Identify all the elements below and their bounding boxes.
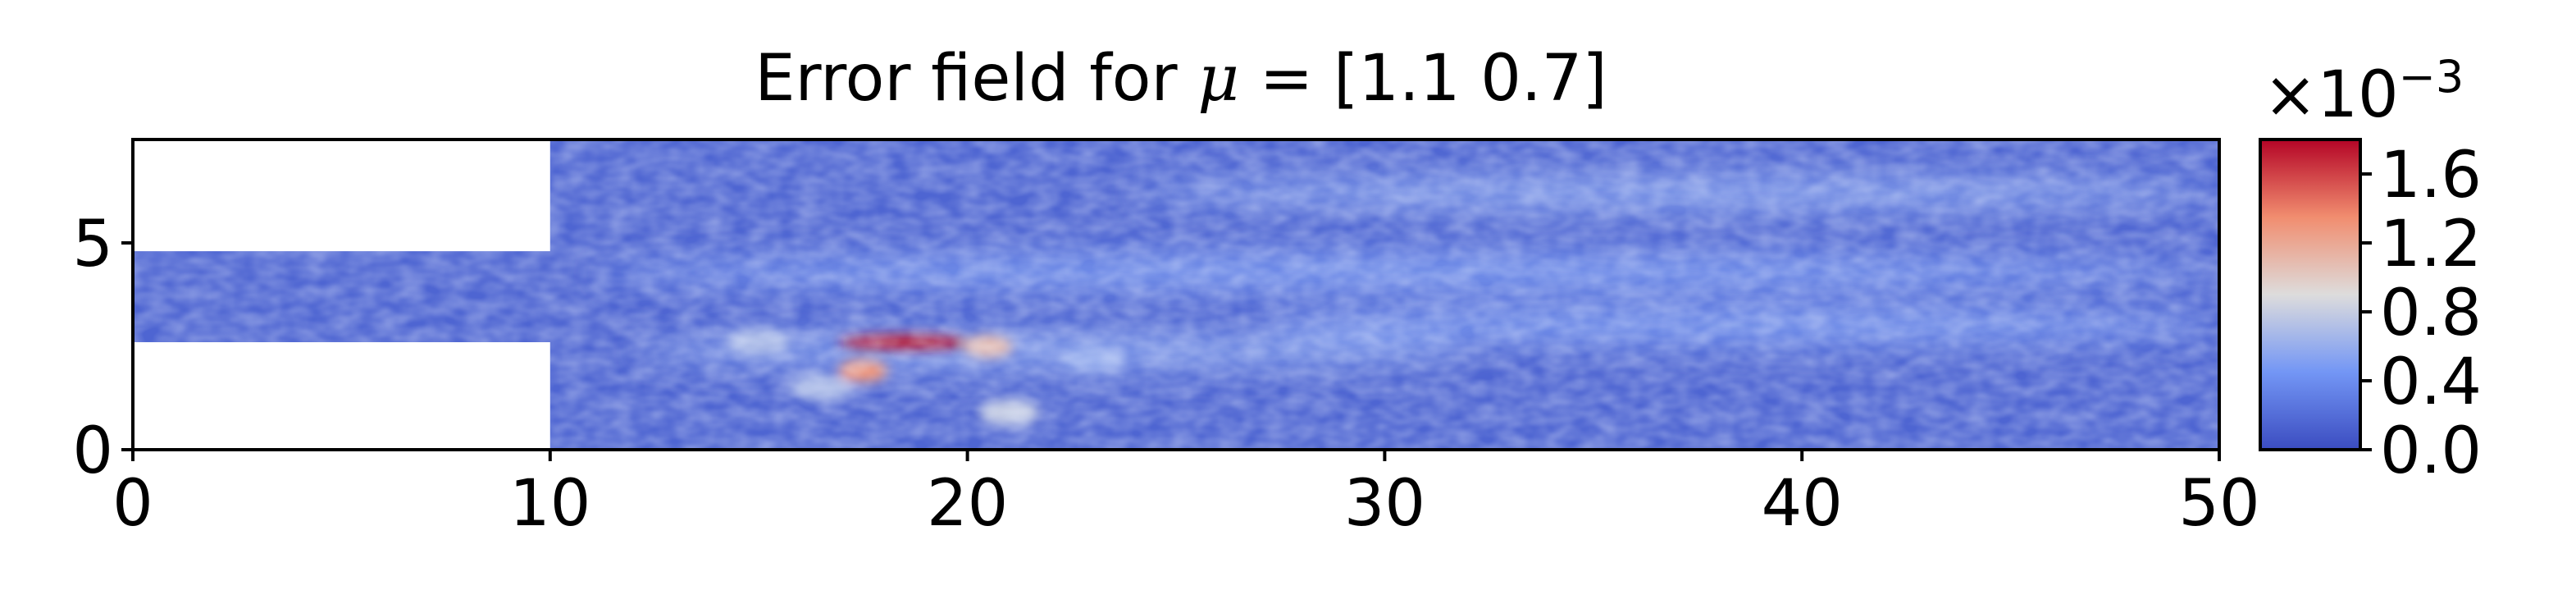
- colorbar-multiplier-base: ×10: [2264, 58, 2399, 132]
- chart-title-mu: μ: [1197, 42, 1239, 116]
- y-axis-ticks: 05: [72, 208, 133, 488]
- x-tick-label: 50: [2178, 467, 2259, 541]
- colorbar-ticks: 0.00.40.81.21.6: [2360, 139, 2482, 488]
- colorbar-tick-label: 0.0: [2380, 414, 2482, 488]
- field-grain: [133, 140, 2219, 450]
- colorbar-tick-label: 1.2: [2380, 208, 2482, 281]
- colorbar-tick-label: 0.4: [2380, 345, 2482, 419]
- colorbar-tick-label: 0.8: [2380, 277, 2482, 350]
- colorbar-multiplier-exponent: −3: [2399, 51, 2464, 103]
- colorbar: [2259, 138, 2362, 451]
- colorbar-tick-label: 1.6: [2380, 139, 2482, 213]
- y-tick-label: 5: [72, 208, 113, 281]
- x-axis-ticks: 0 10 20 30 40 50: [112, 450, 2260, 541]
- x-tick-label: 20: [927, 467, 1008, 541]
- x-tick-label: 0: [112, 467, 153, 541]
- colorbar-multiplier: ×10−3: [2264, 51, 2464, 132]
- chart-title-prefix: Error field for: [755, 42, 1197, 116]
- chart-title: Error field for μ = [1.1 0.7]: [755, 42, 1607, 116]
- x-tick-label: 30: [1344, 467, 1425, 541]
- x-tick-label: 40: [1762, 467, 1843, 541]
- x-tick-label: 10: [509, 467, 590, 541]
- axes-frame: [131, 138, 2221, 451]
- error-field-plot: [133, 140, 2219, 450]
- chart-title-suffix: = [1.1 0.7]: [1239, 42, 1607, 116]
- y-tick-label: 0: [72, 414, 113, 488]
